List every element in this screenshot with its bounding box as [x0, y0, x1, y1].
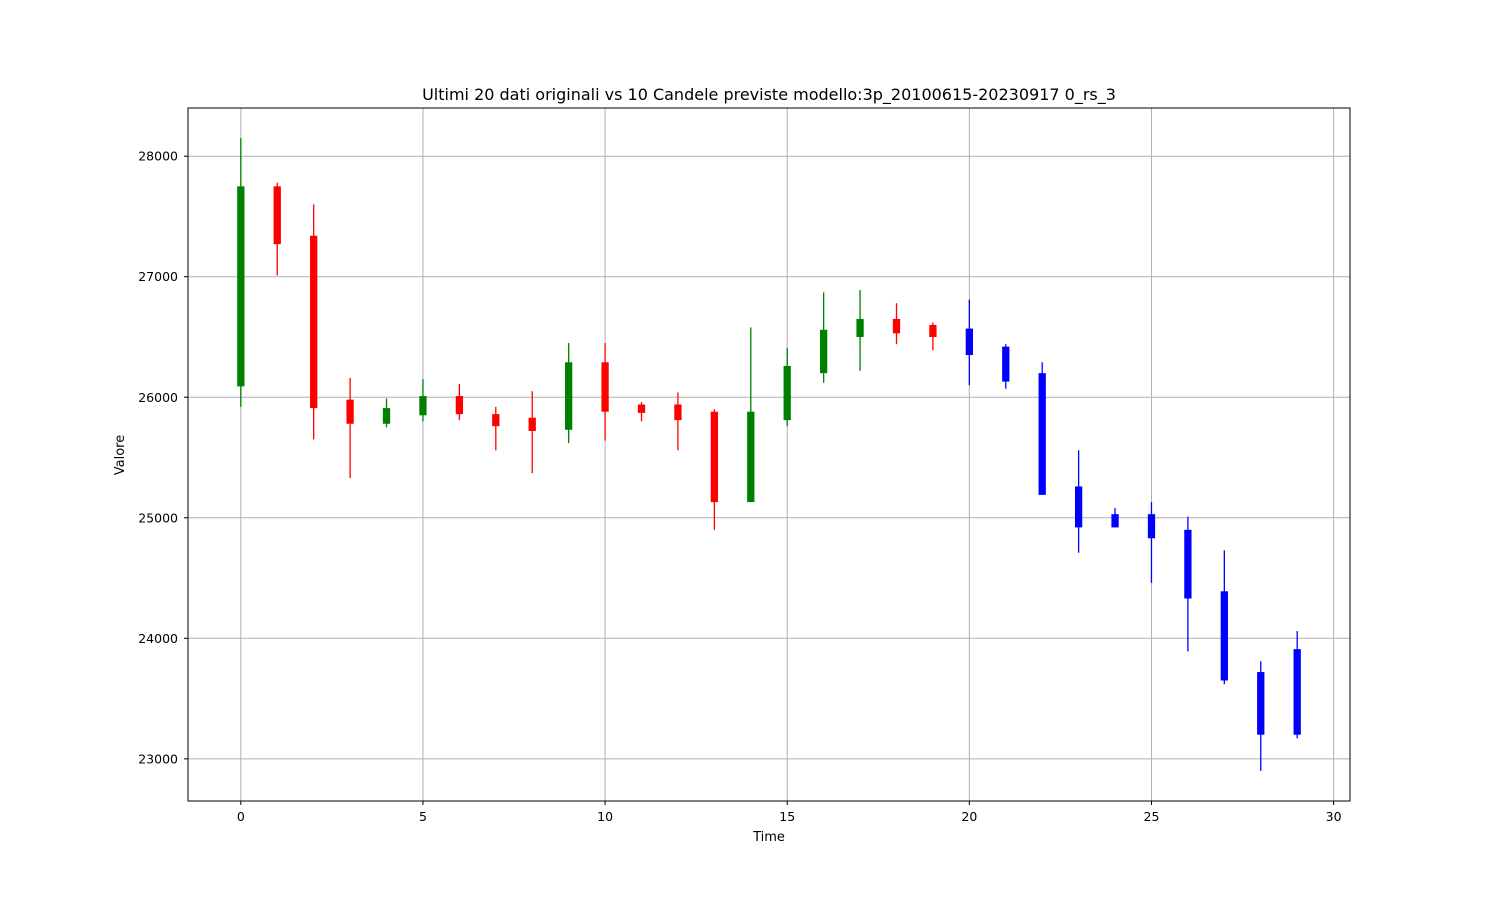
candle — [929, 322, 937, 351]
y-tick-label: 25000 — [138, 510, 178, 525]
candle — [1293, 631, 1301, 739]
candle — [783, 347, 791, 427]
candle — [637, 402, 646, 422]
candle — [710, 409, 719, 530]
candle-body — [1257, 672, 1265, 735]
candles — [237, 138, 1301, 771]
y-tick-label: 24000 — [138, 631, 178, 646]
candle — [819, 292, 828, 383]
x-tick-label: 0 — [237, 809, 245, 824]
candle — [892, 303, 901, 345]
candle — [419, 379, 427, 422]
candle-body — [747, 411, 755, 503]
candle — [1257, 661, 1265, 771]
y-tick-label: 27000 — [138, 269, 178, 284]
candle — [601, 343, 609, 441]
candle — [856, 289, 864, 371]
x-tick-label: 5 — [419, 809, 427, 824]
y-axis-ticks: 23000 24000 25000 26000 27000 28000 — [138, 149, 188, 766]
candle-body — [819, 329, 828, 374]
candle — [273, 182, 281, 276]
candle-body — [1220, 591, 1228, 681]
candle-body — [565, 362, 573, 430]
y-tick-label: 23000 — [138, 751, 178, 766]
candle-body — [1293, 649, 1301, 735]
candle-body — [929, 324, 937, 337]
candle — [747, 327, 755, 503]
x-axis-label: Time — [752, 830, 785, 845]
candle-body — [674, 404, 682, 421]
y-tick-label: 28000 — [138, 149, 178, 164]
x-axis-ticks: 0 5 10 15 20 25 30 — [237, 801, 1342, 824]
candle-body — [310, 235, 318, 409]
candle-body — [382, 408, 391, 424]
candle-body — [273, 186, 281, 245]
candle-body — [710, 411, 719, 503]
candle — [455, 383, 464, 421]
candle — [346, 377, 354, 479]
candle — [1074, 450, 1083, 553]
y-tick-label: 26000 — [138, 390, 178, 405]
x-tick-label: 15 — [779, 809, 795, 824]
candle — [1002, 344, 1010, 389]
candle — [528, 391, 536, 474]
candle-body — [528, 417, 536, 431]
candle-body — [346, 399, 354, 424]
candle-body — [492, 414, 500, 427]
candle — [1220, 550, 1228, 685]
candle-body — [1074, 486, 1083, 528]
candle — [1147, 502, 1156, 583]
candle — [1111, 508, 1119, 528]
x-tick-label: 30 — [1326, 809, 1342, 824]
y-axis-label: Valore — [113, 435, 128, 475]
candle-body — [783, 365, 791, 421]
x-tick-label: 25 — [1144, 809, 1160, 824]
candle — [310, 204, 318, 440]
grid-lines — [188, 108, 1350, 801]
candle-body — [1002, 346, 1010, 382]
candle-body — [455, 396, 464, 415]
candle — [237, 138, 245, 407]
candle — [1038, 362, 1046, 495]
candle-body — [1038, 373, 1046, 495]
plot-area-frame — [187, 107, 1351, 802]
candle — [382, 398, 391, 428]
candle-body — [637, 404, 646, 413]
candle — [565, 343, 573, 444]
candle-body — [1111, 514, 1119, 528]
candle-body — [1147, 514, 1156, 539]
candle-body — [856, 318, 864, 337]
candle — [1184, 516, 1192, 652]
candle-body — [419, 396, 427, 416]
candle-body — [892, 318, 901, 334]
candle-body — [237, 186, 245, 387]
candle-body — [601, 362, 609, 412]
chart-title: Ultimi 20 dati originali vs 10 Candele p… — [422, 85, 1116, 105]
candle-body — [1184, 529, 1192, 599]
candle — [674, 392, 682, 451]
x-tick-label: 20 — [961, 809, 977, 824]
candle — [965, 299, 973, 386]
candle — [492, 406, 500, 451]
candle-body — [965, 328, 973, 356]
x-tick-label: 10 — [597, 809, 613, 824]
